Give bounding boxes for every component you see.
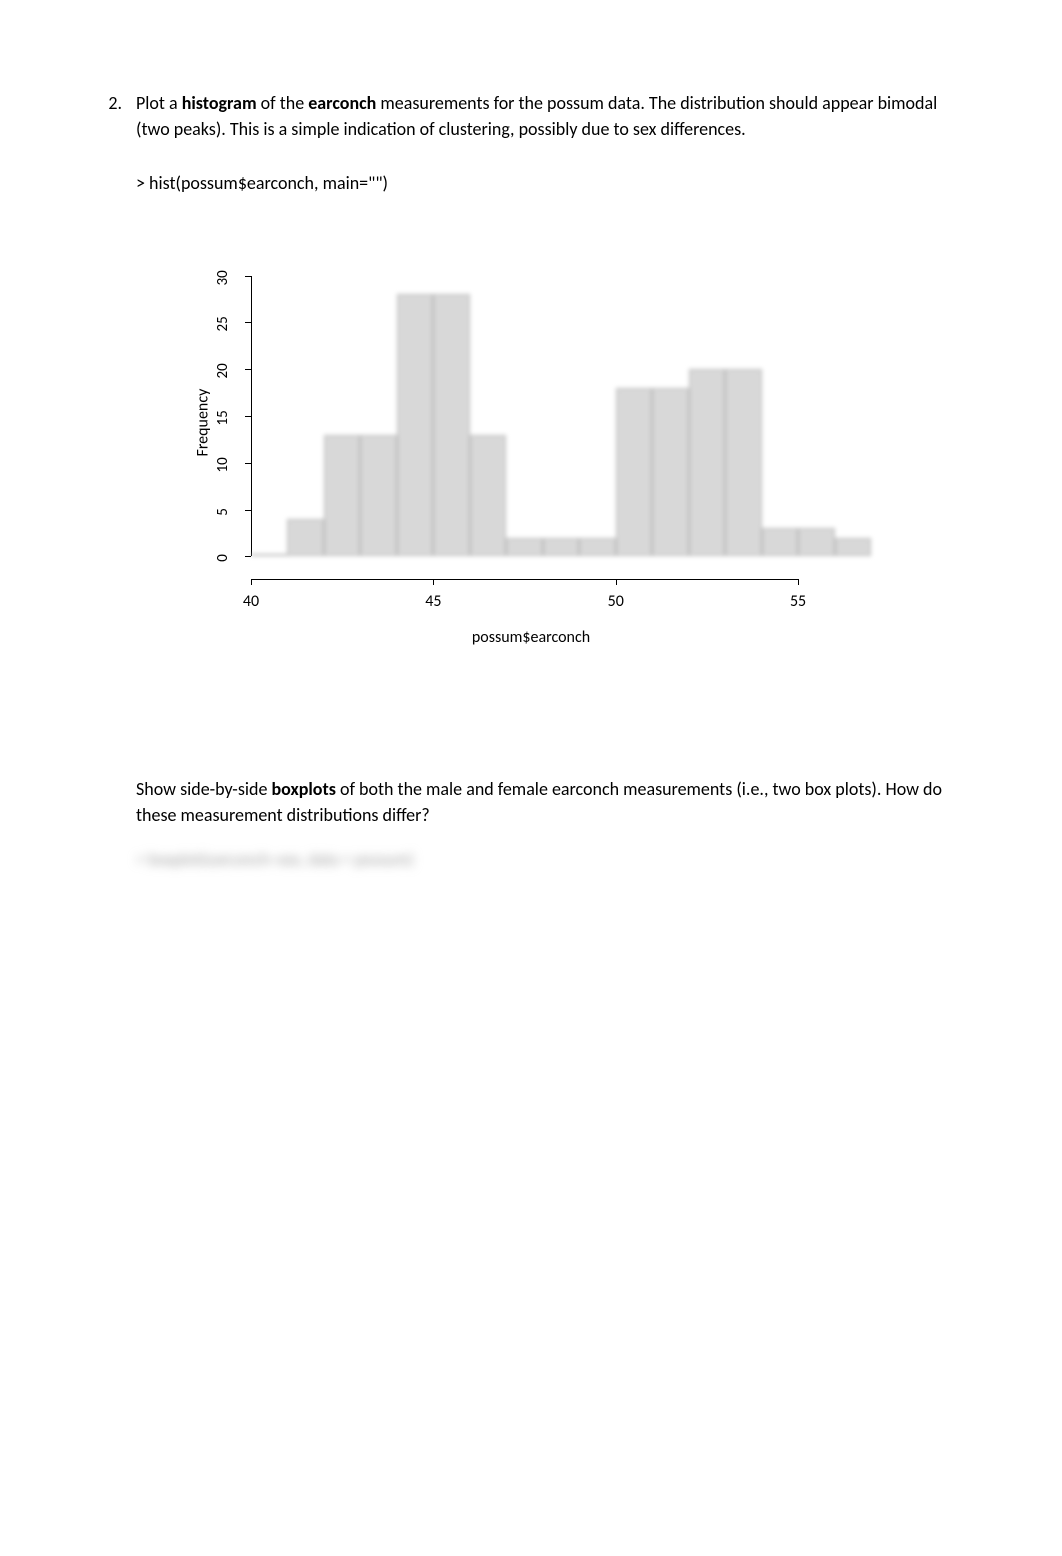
code-line: > hist(possum$earconch, main="") (136, 170, 962, 196)
followup-part-0: Show side-by-side (136, 778, 271, 800)
y-tick-label: 10 (213, 450, 235, 480)
q-text-bold-histogram: histogram (182, 92, 257, 114)
histogram-plot-area (251, 266, 871, 556)
x-tick-label: 45 (413, 590, 453, 613)
y-axis-title: Frequency (191, 389, 214, 457)
question-block: 2. Plot a histogram of the earconch meas… (100, 90, 962, 142)
x-axis-title: possum$earconch (151, 626, 911, 649)
document-page: 2. Plot a histogram of the earconch meas… (0, 0, 1062, 1556)
histogram-bar (251, 554, 287, 556)
y-tick-label: 15 (213, 403, 235, 433)
y-tick (245, 463, 251, 464)
histogram-bar (543, 538, 579, 557)
x-tick-label: 50 (596, 590, 636, 613)
question-number: 2. (100, 90, 122, 142)
x-tick (433, 579, 434, 585)
x-tick (251, 579, 252, 585)
y-tick-label: 30 (213, 263, 235, 293)
histogram-bar (652, 388, 688, 556)
histogram-bar (725, 369, 761, 556)
y-tick-label: 20 (213, 356, 235, 386)
y-tick (245, 556, 251, 557)
histogram-bar (287, 519, 323, 556)
x-tick (616, 579, 617, 585)
y-tick-label: 5 (213, 496, 235, 526)
question-text: Plot a histogram of the earconch measure… (136, 90, 962, 142)
y-tick (245, 416, 251, 417)
histogram-bar (689, 369, 725, 556)
followup-paragraph: Show side-by-side boxplots of both the m… (136, 776, 962, 828)
x-axis-line (251, 579, 798, 580)
histogram-bar (433, 294, 469, 556)
histogram-bar (762, 528, 798, 556)
y-tick (245, 322, 251, 323)
histogram-wrap: Frequency possum$earconch 0 5 10 15 20 25 30 40… (100, 256, 962, 656)
histogram-chart: Frequency possum$earconch 0 5 10 15 20 25 30 40… (151, 256, 911, 656)
blurred-code-line: > boxplot(earconch~sex, data = possum) (136, 848, 962, 873)
histogram-bar (798, 528, 834, 556)
histogram-bar (470, 435, 506, 557)
q-text-bold-earconch: earconch (308, 92, 376, 114)
x-tick (798, 579, 799, 585)
histogram-bar (579, 538, 615, 557)
y-tick-label: 0 (213, 543, 235, 573)
q-text-part-2: of the (257, 92, 309, 114)
histogram-bar (835, 538, 871, 557)
y-tick-label: 25 (213, 309, 235, 339)
y-tick (245, 369, 251, 370)
y-tick (245, 510, 251, 511)
y-tick (245, 276, 251, 277)
x-tick-label: 40 (231, 590, 271, 613)
q-text-part-0: Plot a (136, 92, 182, 114)
histogram-bar (360, 435, 396, 557)
x-tick-label: 55 (778, 590, 818, 613)
histogram-bar (397, 294, 433, 556)
histogram-bar (506, 538, 542, 557)
followup-bold-boxplots: boxplots (271, 778, 335, 800)
histogram-bar (616, 388, 652, 556)
histogram-bar (324, 435, 360, 557)
